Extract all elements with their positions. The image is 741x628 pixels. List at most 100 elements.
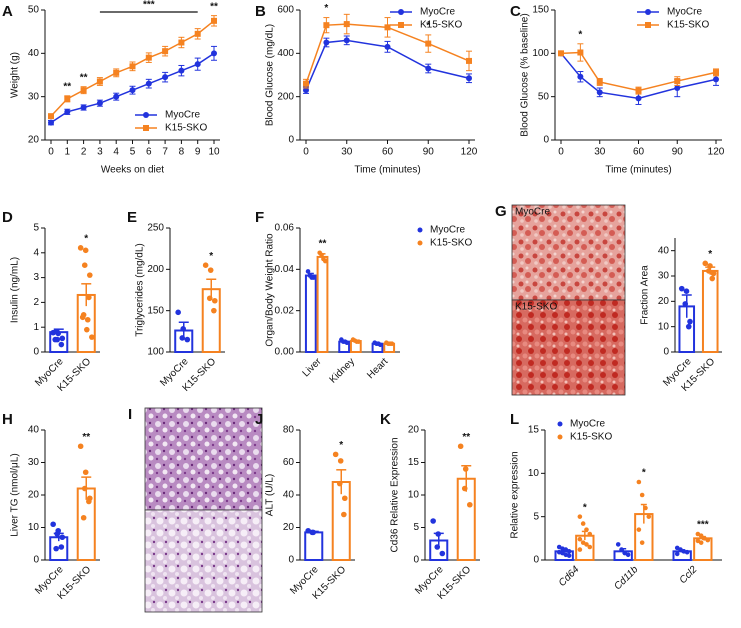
- data-point: [462, 466, 469, 472]
- legend-label: MyoCre: [165, 110, 200, 121]
- data-point: [337, 458, 344, 464]
- annotation: *: [642, 468, 646, 479]
- marker: [466, 57, 472, 64]
- annotation: *: [578, 29, 582, 40]
- data-point: [319, 252, 324, 258]
- data-point: [580, 521, 586, 526]
- data-point: [687, 318, 693, 325]
- legend-marker: [143, 125, 149, 131]
- y-tick-label: 150: [147, 305, 164, 316]
- annotation: *: [583, 502, 587, 513]
- marker: [577, 49, 584, 56]
- y-axis-label: Organ/Body Weight Ratio: [265, 233, 276, 347]
- marker: [80, 87, 87, 94]
- x-tick-label: 0: [48, 147, 54, 158]
- data-point: [81, 485, 88, 492]
- marker: [425, 40, 432, 47]
- data-point: [566, 549, 572, 554]
- x-tick-label: 30: [594, 147, 606, 158]
- x-tick-label: 60: [633, 147, 645, 158]
- y-tick-label: 0.06: [275, 223, 295, 234]
- legend-marker: [645, 9, 651, 15]
- panel-label: J: [255, 411, 263, 428]
- marker: [145, 80, 152, 87]
- data-point: [710, 270, 717, 277]
- data-point: [52, 336, 59, 343]
- y-tick-label: 0: [413, 555, 419, 566]
- data-point: [466, 501, 473, 508]
- x-tick-label: 5: [130, 147, 136, 158]
- panel-label: D: [2, 209, 13, 226]
- y-tick-label: 0: [33, 347, 39, 358]
- bar: [304, 531, 324, 561]
- legend-marker: [417, 227, 423, 233]
- x-tick-label: 90: [423, 147, 435, 158]
- marker: [577, 73, 584, 80]
- y-tick-label: 30: [28, 91, 40, 102]
- x-tick-label: 8: [179, 147, 185, 158]
- marker: [303, 80, 309, 87]
- marker: [48, 113, 54, 120]
- legend-marker: [143, 112, 149, 118]
- data-point: [577, 514, 583, 519]
- y-tick-label: 2: [33, 297, 39, 308]
- marker: [80, 104, 87, 111]
- marker: [343, 37, 350, 44]
- data-point: [179, 335, 186, 341]
- y-tick-label: 40: [283, 490, 295, 501]
- annotation: **: [462, 432, 470, 443]
- data-point: [50, 521, 56, 528]
- data-point: [311, 275, 316, 280]
- y-tick-label: 15: [408, 457, 420, 468]
- annotation: *: [84, 233, 88, 244]
- data-point: [344, 340, 350, 346]
- data-point: [59, 335, 66, 342]
- y-tick-label: 150: [532, 5, 549, 16]
- annotation: **: [82, 432, 90, 443]
- annotation: *: [324, 3, 328, 14]
- data-point: [54, 531, 61, 537]
- data-point: [439, 550, 446, 557]
- data-point: [389, 341, 395, 347]
- y-tick-label: 30: [28, 457, 40, 468]
- data-point: [434, 544, 441, 550]
- y-tick-label: 40: [658, 245, 670, 256]
- marker: [145, 54, 152, 61]
- y-axis-label: Blood Glucose (% baseline): [520, 13, 531, 136]
- data-point: [58, 544, 65, 550]
- panel-label: H: [2, 411, 13, 428]
- marker: [713, 69, 719, 76]
- x-tick-label: Heart: [365, 356, 390, 381]
- legend-marker: [645, 22, 651, 28]
- data-point: [202, 262, 209, 269]
- y-axis-label: Weight (g): [10, 52, 21, 98]
- annotation: ***: [143, 0, 155, 11]
- marker: [129, 63, 136, 70]
- micrograph: [511, 299, 626, 396]
- marker: [384, 24, 391, 31]
- y-tick-label: 4: [33, 247, 39, 258]
- y-tick-label: 0.02: [275, 305, 295, 316]
- data-point: [705, 537, 711, 543]
- image-label: K15-SKO: [515, 302, 557, 313]
- y-axis-label: Relative expression: [510, 451, 521, 538]
- x-tick-label: 9: [195, 147, 201, 158]
- annotation: **: [210, 1, 218, 12]
- x-tick-label: 6: [146, 147, 152, 158]
- data-point: [323, 258, 328, 264]
- y-tick-label: 20: [408, 425, 420, 436]
- y-tick-label: 0: [33, 555, 39, 566]
- image-label: MyoCre: [515, 207, 550, 218]
- data-point: [619, 547, 624, 552]
- marker: [596, 89, 603, 96]
- y-tick-label: 40: [28, 48, 40, 59]
- y-axis-label: Triglycerides (mg/dL): [135, 243, 146, 337]
- data-point: [683, 288, 690, 295]
- x-tick-label: 4: [113, 147, 119, 158]
- data-point: [646, 514, 652, 519]
- micrograph: [511, 204, 626, 301]
- panel-label: B: [255, 3, 266, 20]
- annotation: ***: [697, 520, 709, 531]
- data-point: [305, 269, 311, 274]
